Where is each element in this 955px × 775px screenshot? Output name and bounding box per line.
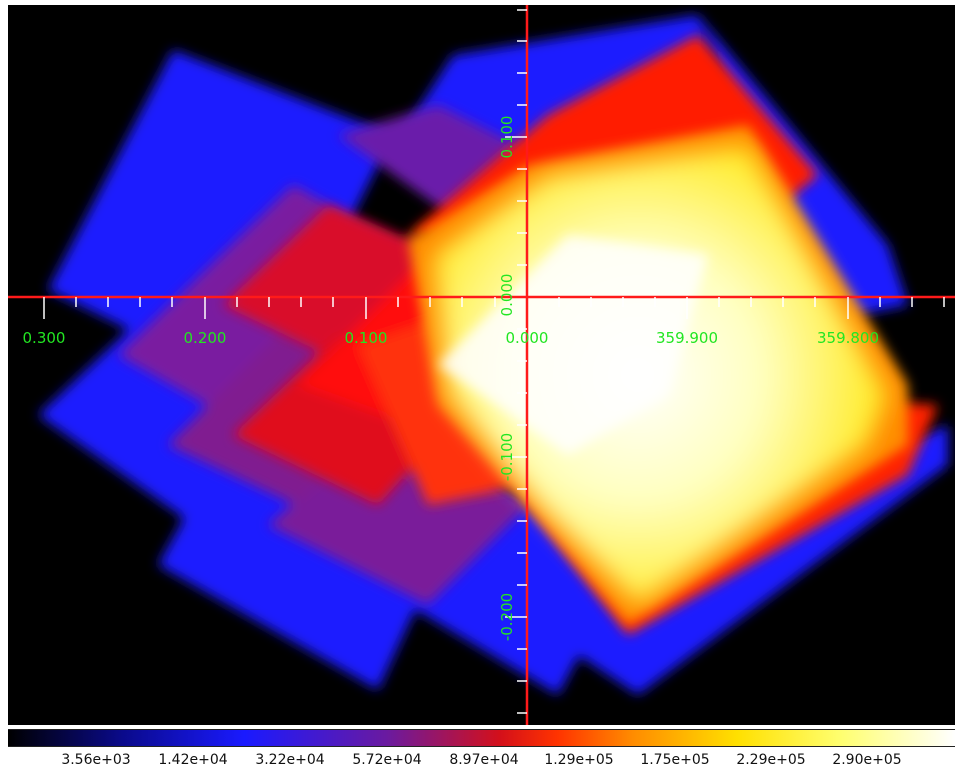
- colorbar-label: 2.29e+05: [736, 752, 806, 768]
- y-label-0: 0.100: [498, 116, 516, 159]
- x-label-0: 0.300: [23, 329, 66, 347]
- sky-image[interactable]: [8, 5, 955, 725]
- colorbar-label: 8.97e+04: [449, 752, 519, 768]
- colorbar-labels: 3.56e+03 1.42e+04 3.22e+04 5.72e+04 8.97…: [0, 752, 955, 772]
- x-label-2: 0.100: [345, 329, 388, 347]
- y-axis-ticks: [505, 9, 527, 714]
- x-label-5: 359.800: [817, 329, 879, 347]
- mosaic-white-core: [438, 235, 708, 455]
- colorbar-label: 3.56e+03: [61, 752, 131, 768]
- colorbar-label: 2.90e+05: [832, 752, 902, 768]
- colorbar-label: 3.22e+04: [255, 752, 325, 768]
- image-viewer-frame[interactable]: 0.300 0.200 0.100 0.000 359.900 359.800 …: [8, 5, 955, 725]
- colorbar-label: 1.75e+05: [640, 752, 710, 768]
- y-label-1: 0.000: [498, 274, 516, 317]
- x-label-3: 0.000: [506, 329, 549, 347]
- coordinate-grid-overlay: 0.300 0.200 0.100 0.000 359.900 359.800 …: [8, 5, 955, 725]
- y-label-3: -0.200: [498, 593, 516, 641]
- colorbar-label: 1.29e+05: [544, 752, 614, 768]
- x-label-4: 359.900: [656, 329, 718, 347]
- colorbar-label: 1.42e+04: [158, 752, 228, 768]
- colorbar[interactable]: [8, 729, 955, 747]
- x-axis-ticks: [43, 297, 945, 319]
- y-label-2: -0.100: [498, 433, 516, 481]
- x-label-1: 0.200: [184, 329, 227, 347]
- colorbar-label: 5.72e+04: [352, 752, 422, 768]
